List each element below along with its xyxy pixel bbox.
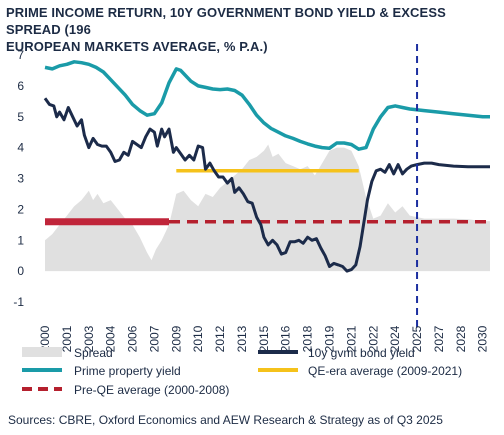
y-tick-label: 7 bbox=[17, 48, 24, 62]
prime-yield-line bbox=[44, 60, 490, 151]
x-tick-label: 2016 bbox=[279, 325, 293, 352]
x-tick-label: 2025 bbox=[410, 325, 424, 352]
x-tick-label: 2027 bbox=[432, 325, 446, 352]
y-tick-label: -1 bbox=[13, 295, 24, 309]
x-tick-label: 2003 bbox=[82, 325, 96, 352]
legend-label-prime: Prime property yield bbox=[74, 364, 181, 378]
x-tick-label: 2022 bbox=[366, 325, 380, 352]
x-tick-label: 2019 bbox=[323, 325, 337, 352]
x-tick-label: 2009 bbox=[169, 325, 183, 352]
x-tick-label: 2024 bbox=[388, 325, 402, 352]
legend-swatch-spread bbox=[22, 347, 62, 357]
x-tick-label: 2007 bbox=[147, 325, 161, 352]
legend-label-qe: QE-era average (2009-2021) bbox=[308, 364, 462, 378]
x-tick-label: 2021 bbox=[344, 325, 358, 352]
y-tick-label: 6 bbox=[17, 79, 24, 93]
x-tick-label: 2000 bbox=[38, 325, 52, 352]
x-axis-ticks: 2000 2001 2003 2004 2006 2007 2009 2010 2012 2013… bbox=[38, 325, 490, 352]
spread-area bbox=[45, 144, 490, 272]
x-tick-label: 2001 bbox=[60, 325, 74, 352]
y-tick-label: 1 bbox=[17, 233, 24, 247]
x-tick-label: 2012 bbox=[213, 325, 227, 352]
x-tick-label: 2018 bbox=[301, 325, 315, 352]
y-tick-label: 5 bbox=[17, 110, 24, 124]
y-tick-label: 2 bbox=[17, 202, 24, 216]
series-lines-group bbox=[43, 44, 490, 328]
title-line-1: PRIME INCOME RETURN, 10Y GOVERNMENT BOND… bbox=[6, 5, 446, 37]
source-note: Sources: CBRE, Oxford Economics and AEW … bbox=[8, 413, 443, 427]
spread-area-group bbox=[45, 144, 490, 272]
y-axis-ticks: -1 0 1 2 3 4 5 6 7 bbox=[13, 48, 24, 309]
legend-label-bond: 10y gvmt bond yield bbox=[308, 346, 415, 360]
chart-title: PRIME INCOME RETURN, 10Y GOVERNMENT BOND… bbox=[6, 4, 500, 55]
legend-label-spread: Spread bbox=[74, 346, 113, 360]
x-tick-label: 2015 bbox=[257, 325, 271, 352]
x-tick-label: 2030 bbox=[476, 325, 490, 352]
title-line-2: EUROPEAN MARKETS AVERAGE, % P.A.) bbox=[6, 39, 268, 54]
x-tick-label: 2028 bbox=[454, 325, 468, 352]
x-tick-label: 2006 bbox=[126, 325, 140, 352]
y-tick-label: 4 bbox=[17, 141, 24, 155]
legend: Spread 10y gvmt bond yield Prime propert… bbox=[22, 346, 462, 397]
bond-yield-line bbox=[43, 97, 490, 273]
x-tick-label: 2013 bbox=[235, 325, 249, 352]
y-tick-label: 0 bbox=[17, 264, 24, 278]
y-tick-label: 3 bbox=[17, 172, 24, 186]
legend-label-preqe: Pre-QE average (2000-2008) bbox=[74, 383, 229, 397]
x-tick-label: 2010 bbox=[191, 325, 205, 352]
x-tick-label: 2004 bbox=[104, 325, 118, 352]
